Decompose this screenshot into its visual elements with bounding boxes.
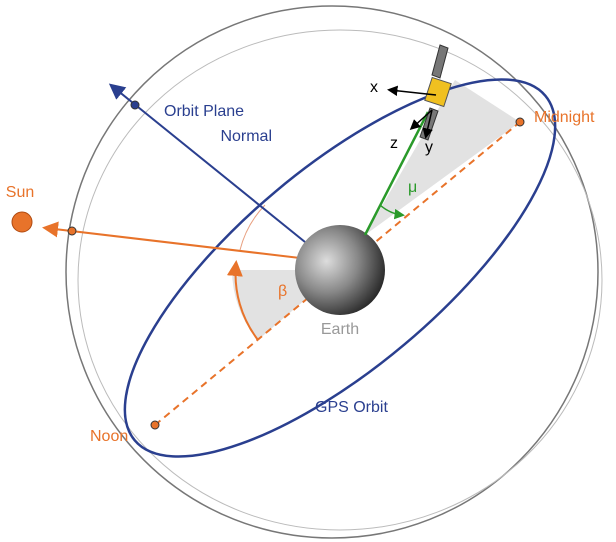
mu-arc <box>379 204 405 220</box>
x-axis-label: x <box>370 79 378 96</box>
mu-label: μ <box>408 179 417 196</box>
orbit-normal-label: Orbit Plane <box>164 103 244 120</box>
beta-label: β <box>278 283 287 300</box>
celestial-sphere <box>65 5 603 539</box>
gps-orbit <box>123 78 557 458</box>
sun-point <box>67 226 77 236</box>
mu-sector <box>365 80 520 235</box>
satellite <box>387 44 452 141</box>
sun <box>11 211 33 233</box>
earth-label: Earth <box>321 321 359 338</box>
noon-label: Noon <box>90 428 128 445</box>
midnight-label: Midnight <box>534 109 595 126</box>
z-axis-label: z <box>390 135 398 152</box>
sun-label: Sun <box>6 184 34 201</box>
gps-orbit-label: GPS Orbit <box>315 399 388 416</box>
orbit-normal <box>108 83 306 243</box>
earth <box>295 225 385 315</box>
orbit-normal-label: Normal <box>220 128 272 145</box>
noon-point <box>150 420 160 430</box>
satellite-direction <box>363 111 430 236</box>
y-axis-label: y <box>425 139 433 156</box>
beta-arc <box>226 260 259 341</box>
normal-point <box>130 100 140 110</box>
sun-direction <box>42 221 301 259</box>
midnight-point <box>515 117 525 127</box>
